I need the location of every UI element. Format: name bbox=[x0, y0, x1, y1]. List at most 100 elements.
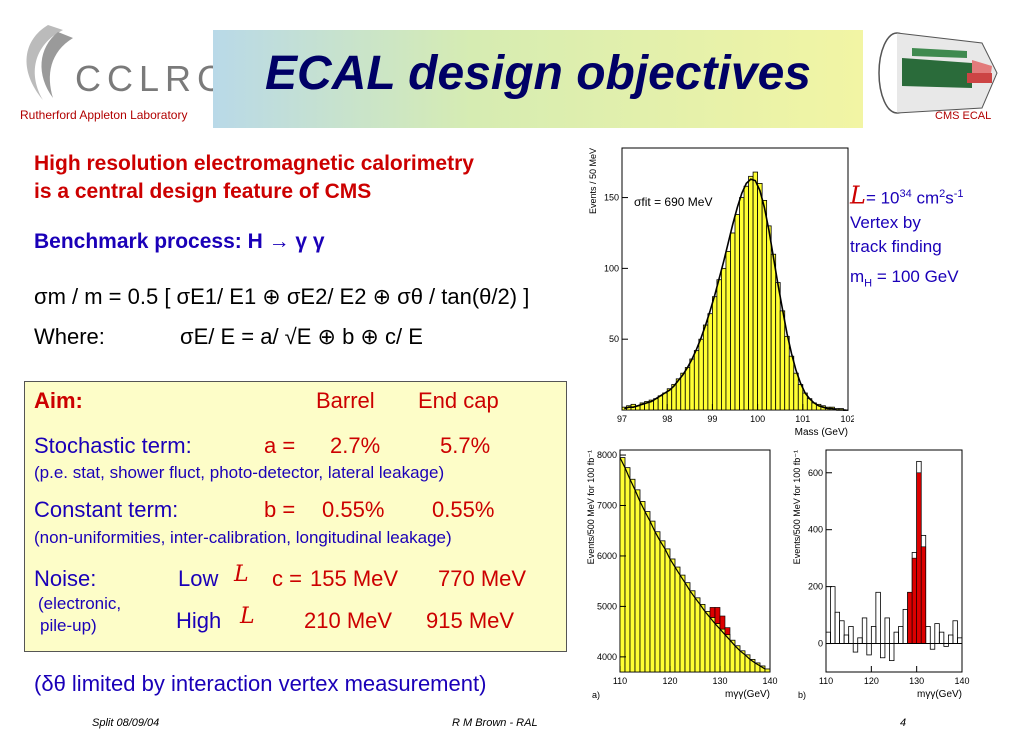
subtracted-spectrum-chart: 110 120 130 140 0 200 400 600 mγγ(GeV) Events/500… bbox=[792, 449, 970, 700]
histogram-bar bbox=[684, 582, 691, 673]
histogram-bar bbox=[693, 350, 700, 411]
energy-resolution-formula: σE/ E = a/ √E ⊕ b ⊕ c/ E bbox=[180, 324, 423, 349]
mass-symbol: m bbox=[850, 266, 865, 286]
histogram-bar bbox=[743, 185, 749, 411]
constant-barrel: 0.55% bbox=[322, 497, 385, 522]
x-tick-label: 110 bbox=[819, 676, 833, 686]
vertex-note-2: track finding bbox=[850, 236, 942, 256]
signal-bar bbox=[719, 615, 726, 630]
histogram-bar bbox=[680, 372, 686, 411]
histogram-bar bbox=[649, 520, 656, 673]
histogram-bar bbox=[775, 282, 781, 411]
x-tick-label: 130 bbox=[712, 676, 727, 686]
y-tick-label: 600 bbox=[808, 468, 823, 478]
stochastic-label: Stochastic term: bbox=[34, 433, 192, 458]
histogram-bar bbox=[766, 225, 772, 411]
stochastic-endcap: 5.7% bbox=[440, 433, 491, 458]
x-tick-label: 102 bbox=[840, 414, 854, 424]
luminosity-line: L= 1034 cm2s-1 bbox=[850, 182, 964, 211]
histogram-bar bbox=[698, 338, 704, 411]
noise-high-barrel: 210 MeV bbox=[304, 608, 393, 633]
background-spectrum-chart: 110 120 130 140 4000 5000 6000 7000 8000 mγγ(GeV)… bbox=[586, 449, 778, 700]
histogram-bar bbox=[725, 250, 731, 411]
histogram-bar bbox=[669, 558, 676, 673]
benchmark-process: Benchmark process: H → γ γ bbox=[34, 230, 325, 253]
luminosity-units-2: s bbox=[945, 188, 954, 208]
histogram-bar bbox=[664, 548, 671, 673]
signal-bar bbox=[911, 557, 917, 644]
y-tick-label: 0 bbox=[818, 639, 823, 649]
histogram-bar bbox=[702, 324, 709, 411]
y-tick-label: 7000 bbox=[597, 501, 617, 511]
noise-high-label: High bbox=[176, 608, 222, 633]
y-tick-label: 100 bbox=[604, 263, 619, 273]
luminosity-units-2-exp: -1 bbox=[953, 188, 964, 200]
histogram-bar bbox=[657, 395, 664, 411]
aim-box bbox=[24, 381, 567, 652]
mass-histogram-chart: 97 98 99 100 101 102 50 100 150 Mass (GeV) Events … bbox=[588, 147, 854, 438]
col-endcap: End cap bbox=[418, 388, 499, 413]
y-tick-label: 200 bbox=[808, 582, 823, 592]
constant-symbol: b = bbox=[264, 497, 296, 522]
histogram-bar bbox=[770, 253, 777, 411]
histogram-bar bbox=[629, 478, 636, 673]
page-title: ECAL design objectives bbox=[265, 47, 811, 100]
y-axis-label: Events/500 MeV for 100 fb⁻¹ bbox=[792, 450, 802, 564]
histogram-bar bbox=[716, 279, 722, 411]
detector-caption: CMS ECAL bbox=[935, 110, 992, 122]
y-axis-label: Events/500 MeV for 100 fb⁻¹ bbox=[586, 450, 596, 564]
intro-line-1: High resolution electromagnetic calorime… bbox=[34, 152, 474, 175]
lab-name: Rutherford Appleton Laboratory bbox=[20, 108, 188, 122]
histogram-bar bbox=[689, 358, 695, 411]
signal-bar bbox=[920, 546, 927, 644]
histogram-bar bbox=[707, 313, 713, 411]
logo-text: CCLRC bbox=[75, 58, 230, 99]
signal-bar bbox=[907, 592, 913, 644]
panel-label: a) bbox=[592, 690, 600, 700]
signal-bar bbox=[709, 607, 716, 618]
x-tick-label: 99 bbox=[707, 414, 717, 424]
cclrc-logo bbox=[18, 20, 218, 130]
x-tick-label: 101 bbox=[795, 414, 810, 424]
bottom-note: (δθ limited by interaction vertex measur… bbox=[34, 671, 487, 696]
where-label: Where: bbox=[34, 324, 105, 349]
title-banner bbox=[213, 30, 863, 128]
logo-swirl-icon bbox=[26, 25, 73, 100]
histogram-bar bbox=[639, 501, 646, 673]
noise-low-label: Low bbox=[178, 566, 219, 591]
y-tick-label: 150 bbox=[604, 193, 619, 203]
aim-label: Aim: bbox=[34, 388, 83, 413]
histogram-bar bbox=[704, 611, 711, 673]
histogram-bar bbox=[709, 617, 716, 673]
histogram-bar bbox=[619, 457, 626, 673]
x-tick-label: 97 bbox=[617, 414, 627, 424]
intro-line-2: is a central design feature of CMS bbox=[34, 180, 372, 203]
y-axis-label: Events / 50 MeV bbox=[588, 148, 598, 214]
x-axis-label: mγγ(GeV) bbox=[725, 689, 770, 700]
stochastic-barrel: 2.7% bbox=[330, 433, 381, 458]
histogram-bar bbox=[644, 511, 651, 673]
luminosity-exponent: 34 bbox=[899, 188, 912, 200]
noise-note-2: pile-up) bbox=[40, 616, 97, 635]
resolution-formula: σm / m = 0.5 [ σE1/ E1 ⊕ σE2/ E2 ⊕ σθ / … bbox=[34, 284, 530, 309]
histogram-bar bbox=[659, 540, 666, 673]
luminosity-symbol: L bbox=[850, 181, 866, 210]
histogram-bar bbox=[689, 590, 696, 673]
luminosity-units-exp: 2 bbox=[939, 188, 946, 200]
footer-center: R M Brown - RAL bbox=[452, 717, 538, 729]
histogram-bar bbox=[721, 267, 727, 411]
signal-bar bbox=[724, 627, 731, 635]
histogram-bar bbox=[793, 372, 799, 411]
page-number: 4 bbox=[900, 717, 907, 729]
histogram-bar bbox=[711, 296, 718, 411]
noise-low-barrel: 155 MeV bbox=[310, 566, 399, 591]
histogram-bar bbox=[679, 574, 686, 673]
x-tick-label: 140 bbox=[762, 676, 777, 686]
histogram-bar bbox=[788, 355, 795, 411]
right-notes: L= 1034 cm2s-1 Vertex by track finding m… bbox=[850, 182, 964, 295]
histogram-bar bbox=[624, 467, 631, 673]
y-tick-label: 8000 bbox=[597, 450, 617, 460]
noise-symbol: c = bbox=[272, 566, 302, 591]
histogram-bar bbox=[752, 171, 759, 411]
histogram-bar bbox=[764, 668, 771, 673]
